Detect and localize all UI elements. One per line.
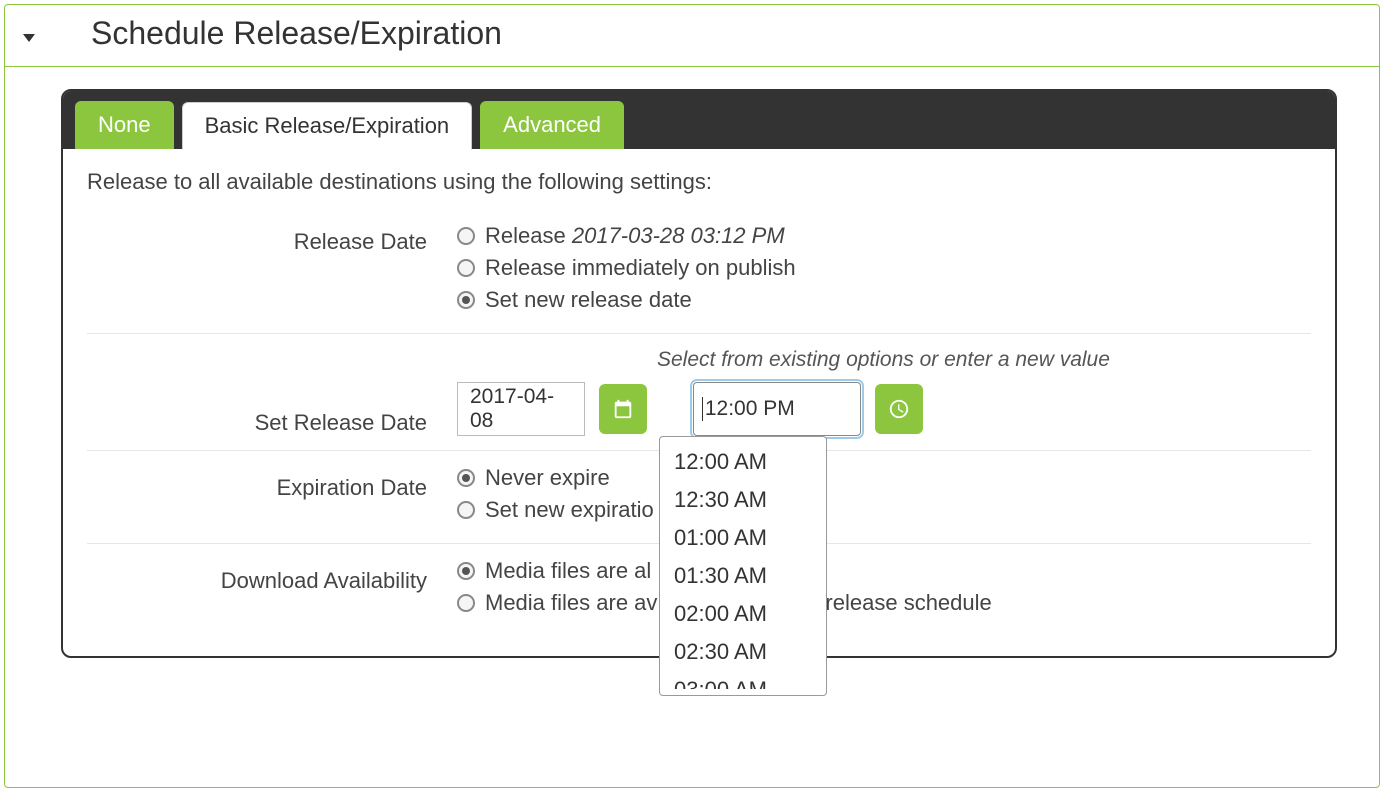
set-release-date-content: Select from existing options or enter a …	[457, 348, 1311, 436]
radio-icon[interactable]	[457, 291, 475, 309]
schedule-release-panel: Schedule Release/Expiration None Basic R…	[4, 4, 1380, 788]
radio-icon[interactable]	[457, 259, 475, 277]
radio-icon[interactable]	[457, 501, 475, 519]
time-hint: Select from existing options or enter a …	[657, 348, 1311, 372]
set-release-date-row: Set Release Date Select from existing op…	[87, 334, 1311, 451]
expiration-opt1-label: Never expire	[485, 465, 610, 491]
release-option-existing[interactable]: Release 2017-03-28 03:12 PM	[457, 223, 1311, 249]
release-date-options: Release 2017-03-28 03:12 PM Release imme…	[457, 223, 1311, 319]
picker-line: 2017-04-08 12:00 PM	[457, 382, 1311, 436]
panel-title: Schedule Release/Expiration	[91, 15, 502, 52]
clock-icon	[888, 398, 910, 420]
release-time-input[interactable]: 12:00 PM	[693, 382, 861, 436]
download-availability-label: Download Availability	[87, 558, 457, 594]
release-time-value: 12:00 PM	[705, 397, 795, 421]
time-option[interactable]: 01:00 AM	[660, 519, 826, 557]
release-opt3-label: Set new release date	[485, 287, 692, 313]
release-opt1-prefix: Release	[485, 223, 572, 248]
release-date-label: Release Date	[87, 223, 457, 255]
download-schedule[interactable]: Media files are av release schedule	[457, 590, 1311, 616]
release-date-value: 2017-04-08	[470, 385, 572, 433]
time-option[interactable]: 02:30 AM	[660, 633, 826, 671]
release-date-input[interactable]: 2017-04-08	[457, 382, 585, 436]
release-opt2-label: Release immediately on publish	[485, 255, 796, 281]
collapse-caret-icon[interactable]	[23, 34, 35, 42]
time-option[interactable]: 01:30 AM	[660, 557, 826, 595]
expiration-options: Never expire Set new expiratio	[457, 465, 1311, 529]
calendar-button[interactable]	[599, 384, 647, 434]
time-option[interactable]: 03:00 AM	[660, 671, 826, 689]
download-always[interactable]: Media files are al	[457, 558, 1311, 584]
release-date-row: Release Date Release 2017-03-28 03:12 PM…	[87, 209, 1311, 334]
radio-icon[interactable]	[457, 469, 475, 487]
time-option[interactable]: 12:00 AM	[660, 443, 826, 481]
download-options: Media files are al Media files are av rel…	[457, 558, 1311, 622]
expiration-setnew[interactable]: Set new expiratio	[457, 497, 1311, 523]
time-option[interactable]: 12:30 AM	[660, 481, 826, 519]
radio-icon[interactable]	[457, 227, 475, 245]
radio-icon[interactable]	[457, 562, 475, 580]
release-option-setnew[interactable]: Set new release date	[457, 287, 1311, 313]
tab-content: Release to all available destinations us…	[63, 149, 1335, 656]
tab-advanced[interactable]: Advanced	[480, 101, 624, 149]
intro-text: Release to all available destinations us…	[87, 169, 1311, 195]
download-opt2a-label: Media files are av	[485, 590, 657, 615]
clock-button[interactable]	[875, 384, 923, 434]
tab-bar: None Basic Release/Expiration Advanced	[63, 91, 1335, 149]
calendar-icon	[612, 398, 634, 420]
download-opt1-label: Media files are al	[485, 558, 651, 584]
panel-body: None Basic Release/Expiration Advanced R…	[5, 67, 1379, 680]
expiration-opt2-label: Set new expiratio	[485, 497, 654, 523]
tab-basic[interactable]: Basic Release/Expiration	[182, 102, 473, 150]
download-opt2b-label: release schedule	[825, 590, 991, 615]
tab-none[interactable]: None	[75, 101, 174, 149]
radio-icon[interactable]	[457, 594, 475, 612]
panel-header[interactable]: Schedule Release/Expiration	[5, 5, 1379, 67]
tab-container: None Basic Release/Expiration Advanced R…	[61, 89, 1337, 658]
release-opt1-date: 2017-03-28 03:12 PM	[572, 223, 785, 248]
time-dropdown[interactable]: 12:00 AM 12:30 AM 01:00 AM 01:30 AM 02:0…	[659, 436, 827, 696]
expiration-date-label: Expiration Date	[87, 465, 457, 501]
time-option[interactable]: 02:00 AM	[660, 595, 826, 633]
set-release-date-label: Set Release Date	[87, 348, 457, 436]
release-option-immediate[interactable]: Release immediately on publish	[457, 255, 1311, 281]
expiration-never[interactable]: Never expire	[457, 465, 1311, 491]
